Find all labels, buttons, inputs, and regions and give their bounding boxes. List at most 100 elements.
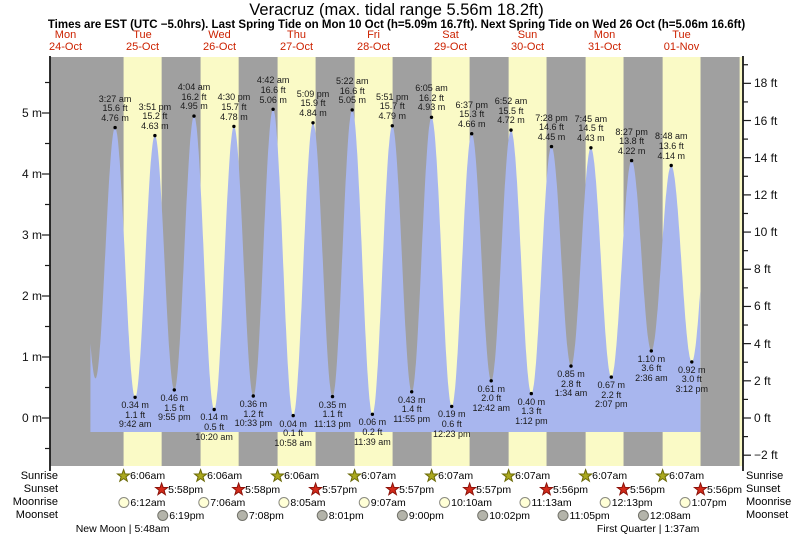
tide-label-high: 4:42 am 16.6 ft 5.06 m bbox=[231, 76, 315, 105]
day-label: Tue 01-Nov bbox=[645, 29, 719, 53]
tide-dot-high bbox=[271, 107, 275, 112]
day-label-date: 01-Nov bbox=[663, 41, 700, 53]
tide-label-line: 15.5 ft bbox=[498, 105, 524, 116]
moonrise-icon bbox=[679, 497, 691, 508]
astro-row-label-left: Moonrise bbox=[12, 496, 58, 508]
tide-label-line: 16.6 ft bbox=[339, 85, 365, 96]
y-axis-label-m: 1 m bbox=[21, 350, 42, 364]
tide-label-high: 7:28 pm 14.6 ft 4.45 m bbox=[509, 112, 593, 143]
sunset-time: 5:56pm bbox=[553, 483, 589, 496]
moonrise-time: 1:07pm bbox=[691, 496, 727, 509]
sunrise-icon bbox=[193, 468, 209, 483]
tide-dot-high bbox=[153, 133, 157, 138]
tide-label-line: 10:33 pm bbox=[234, 418, 273, 429]
tide-label-high: 4:30 pm 15.7 ft 4.78 m bbox=[192, 93, 276, 122]
tide-label-line: 15.7 ft bbox=[379, 101, 405, 112]
tide-label-line: 4:04 am bbox=[177, 82, 211, 93]
tide-label-high: 5:09 pm 15.9 ft 4.84 m bbox=[271, 89, 355, 119]
sunrise-time: 6:06am bbox=[130, 470, 166, 482]
day-label: Wed 26-Oct bbox=[183, 29, 257, 53]
tide-label-line: 0.36 m bbox=[239, 399, 268, 410]
tide-label-line: 4.43 m bbox=[577, 132, 605, 143]
tide-label-line: 15.6 ft bbox=[102, 103, 128, 114]
tide-label-line: 0.61 m bbox=[477, 383, 505, 394]
daylight-band bbox=[739, 57, 743, 466]
tide-label-high: 8:48 am 13.6 ft 4.14 m bbox=[629, 132, 713, 161]
tide-label-line: 3:27 am bbox=[98, 93, 132, 104]
tide-label-low: 0.19 m 0.6 ft 12:23 pm bbox=[410, 410, 494, 439]
sunrise-icon bbox=[578, 468, 594, 483]
tide-label-high: 6:52 am 15.5 ft 4.72 m bbox=[469, 96, 553, 126]
tide-label-line: 4.95 m bbox=[180, 101, 208, 112]
tide-label-line: 15.2 ft bbox=[142, 111, 168, 122]
tide-label-high: 4:04 am 16.2 ft 4.95 m bbox=[152, 82, 236, 112]
tide-label-line: 4.76 m bbox=[101, 112, 129, 123]
day-label-weekday: Fri bbox=[367, 29, 380, 41]
tide-label-line: 2.0 ft bbox=[481, 393, 502, 404]
tide-dot-low bbox=[450, 404, 454, 409]
moonrise-icon bbox=[118, 497, 130, 508]
tide-label-line: 16.2 ft bbox=[181, 91, 207, 102]
tide-label-line: 3:51 pm bbox=[138, 101, 172, 112]
moonrise-icon bbox=[519, 497, 531, 508]
day-label-weekday: Mon bbox=[54, 29, 77, 41]
y-axis-label-ft: 4 ft bbox=[754, 336, 771, 351]
day-label-date: 31-Oct bbox=[587, 41, 621, 53]
tide-label-line: 16.6 ft bbox=[260, 84, 286, 95]
tide-dot-high bbox=[390, 124, 394, 128]
day-label: Mon 24-Oct bbox=[29, 29, 103, 53]
y-axis-label-ft: 10 ft bbox=[754, 225, 778, 240]
tide-label-line: 4.45 m bbox=[537, 131, 566, 142]
y-axis-label-ft: 14 ft bbox=[754, 150, 778, 165]
moonrise-icon bbox=[278, 497, 290, 508]
tide-label-line: 1.5 ft bbox=[164, 402, 185, 413]
tide-label-line: 15.3 ft bbox=[459, 109, 485, 120]
sunset-icon bbox=[538, 481, 555, 496]
tide-label-low: 0.36 m 1.2 ft 10:33 pm bbox=[211, 399, 295, 429]
tide-label-low: 0.35 m 1.1 ft 11:13 pm bbox=[290, 400, 374, 430]
tide-label-low: 0.85 m 2.8 ft 1:34 am bbox=[529, 370, 613, 399]
tide-label-line: 4:30 pm bbox=[217, 92, 251, 103]
chart-subtitle: Times are EST (UTC −5.0hrs). Last Spring… bbox=[47, 19, 746, 31]
day-label: Sun 30-Oct bbox=[491, 29, 565, 53]
y-axis-label-ft: 18 ft bbox=[754, 76, 778, 91]
moonset-icon bbox=[637, 510, 649, 521]
y-axis-label-m: 2 m bbox=[21, 289, 42, 303]
moonset-icon bbox=[316, 510, 328, 521]
sunrise-time: 6:06am bbox=[207, 470, 243, 482]
tide-label-line: 3:12 pm bbox=[675, 384, 709, 395]
tide-label-line: 15.7 ft bbox=[221, 102, 247, 112]
tide-dot-low bbox=[529, 391, 533, 396]
sunset-time: 5:58pm bbox=[168, 483, 204, 496]
moonrise-time: 6:12am bbox=[130, 496, 166, 509]
tide-extreme-dots bbox=[113, 107, 694, 418]
tide-label-high: 7:45 am 14.5 ft 4.43 m bbox=[549, 114, 633, 144]
tide-label-line: 0.2 ft bbox=[362, 426, 383, 437]
tide-dot-low bbox=[251, 394, 255, 398]
moonrise-icon bbox=[439, 497, 451, 508]
astro-row-label-left: Moonset bbox=[15, 509, 58, 521]
y-axis-label-ft: 16 ft bbox=[754, 113, 778, 128]
tide-label-line: 16.2 ft bbox=[419, 92, 445, 103]
tide-label-line: 10:20 am bbox=[195, 431, 233, 442]
tide-label-high: 3:27 am 15.6 ft 4.76 m bbox=[73, 93, 157, 124]
tide-label-line: 0.6 ft bbox=[441, 419, 462, 429]
day-label-date: 26-Oct bbox=[202, 41, 236, 53]
sunrise-time: 6:07am bbox=[438, 470, 474, 482]
tide-label-line: 12:42 am bbox=[472, 402, 510, 413]
tide-label-line: 14.5 ft bbox=[578, 123, 604, 134]
moonset-time: 11:05pm bbox=[569, 509, 610, 522]
tide-label-line: 7:28 pm bbox=[535, 112, 568, 123]
tide-dot-low bbox=[690, 360, 694, 364]
tide-label-line: 0.92 m bbox=[678, 364, 706, 375]
tide-label-line: 1.2 ft bbox=[243, 408, 264, 419]
moonset-icon bbox=[477, 510, 489, 521]
sunrise-icon bbox=[655, 468, 671, 483]
moonrise-time: 11:13am bbox=[531, 496, 572, 509]
day-label-weekday: Sat bbox=[442, 29, 459, 41]
day-label-date: 30-Oct bbox=[510, 41, 544, 53]
tide-label-line: 0.43 m bbox=[397, 394, 426, 405]
tide-label-line: 15.9 ft bbox=[300, 98, 326, 109]
tide-label-line: 1:12 pm bbox=[515, 415, 548, 426]
